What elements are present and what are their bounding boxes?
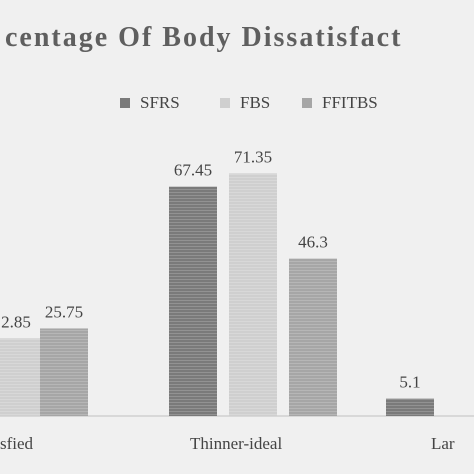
bar-texture-fbs-thinner-ideal (229, 173, 277, 416)
legend-label-sfrs: SFRS (140, 93, 180, 112)
bar-texture-fbs-cat1 (0, 338, 40, 416)
value-labels-group: 67.45 5.1 2.85 71.35 25.75 46.3 (1, 147, 421, 391)
value-label-sfrs-thinner-ideal: 67.45 (174, 161, 212, 180)
x-tick-label-1: sfied (0, 434, 34, 453)
chart-title: centage Of Body Dissatisfact (5, 22, 402, 53)
x-tick-label-2: Thinner-ideal (190, 434, 282, 453)
x-tick-label-3: Lar (431, 434, 455, 453)
value-label-sfrs-cat3: 5.1 (399, 373, 420, 392)
bar-texture-ffitbs-thinner-ideal (289, 258, 337, 416)
legend-swatch-sfrs (120, 98, 130, 108)
bars-group (0, 173, 434, 416)
bar-texture-ffitbs-cat1 (40, 328, 88, 416)
value-label-fbs-thinner-ideal: 71.35 (234, 147, 272, 166)
bar-texture-sfrs-thinner-ideal (169, 186, 217, 416)
legend-swatch-ffitbs (302, 98, 312, 108)
value-label-fbs-cat1: 2.85 (1, 312, 31, 331)
value-label-ffitbs-thinner-ideal: 46.3 (298, 233, 328, 252)
value-label-ffitbs-cat1: 25.75 (45, 302, 83, 321)
legend-swatch-fbs (220, 98, 230, 108)
legend-label-ffitbs: FFITBS (322, 93, 378, 112)
legend: SFRS FBS FFITBS (120, 93, 378, 112)
legend-label-fbs: FBS (240, 93, 270, 112)
bar-texture-sfrs-cat3 (386, 398, 434, 416)
